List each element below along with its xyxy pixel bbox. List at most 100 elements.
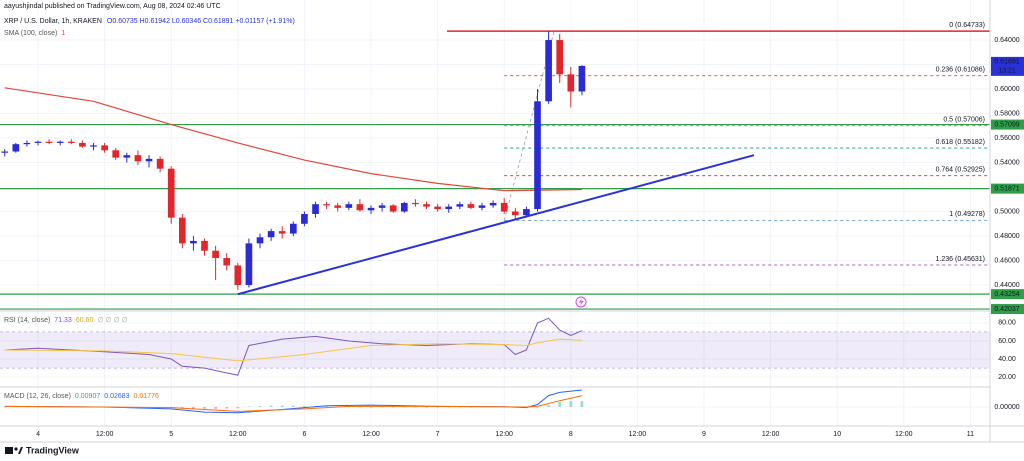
candle-body (489, 202, 497, 206)
y-tick-label: 0.48000 (994, 233, 1019, 240)
x-tick-label: 12:00 (895, 431, 913, 438)
histogram-bar (458, 406, 462, 408)
candle-body (223, 258, 231, 266)
last-price-label: 0.61891 (994, 59, 1019, 66)
rsi-value: 71.33 (54, 317, 72, 324)
histogram-bar (47, 407, 51, 408)
histogram-bar (425, 407, 428, 408)
fib-label: 0 (0.64733) (949, 22, 985, 29)
histogram-bar (391, 406, 395, 408)
x-tick-label: 12:00 (96, 431, 114, 438)
x-tick-label: 12:00 (362, 431, 380, 438)
histogram-bar (14, 406, 18, 408)
candle-body (345, 204, 353, 208)
candle-body (45, 141, 53, 143)
fib-label: 0.618 (0.55182) (936, 139, 985, 146)
sma-name: SMA (100, close) (4, 30, 57, 37)
price-box (991, 183, 1024, 194)
histogram-bar (247, 406, 251, 407)
signal-value: 0.01776 (134, 393, 159, 400)
x-tick-label: 9 (702, 431, 706, 438)
candle-body (445, 206, 453, 210)
rsi-legend: RSI (14, close) 71.33 60.60 ∅ ∅ ∅ ∅ (4, 317, 128, 324)
y-tick-label: 80.00 (998, 320, 1016, 327)
rsi-ma-value: 60.60 (76, 317, 94, 324)
candle-body (245, 243, 253, 286)
candle-body (289, 223, 297, 234)
macd-title: MACD (12, 26, close) (4, 393, 71, 400)
macd-value: 0.02683 (104, 393, 129, 400)
y-tick-label: 60.00 (998, 338, 1016, 345)
price-box-label: 0.43254 (994, 291, 1019, 298)
candle-body (112, 150, 120, 158)
histogram-bar (469, 407, 473, 408)
candle-body (478, 205, 486, 208)
histogram-bar (325, 406, 329, 407)
y-tick-label: 0.00000 (994, 404, 1019, 411)
histogram-bar (236, 407, 240, 409)
candle-body (234, 265, 242, 286)
y-tick-label: 0.56000 (994, 135, 1019, 142)
y-tick-label: 0.46000 (994, 257, 1019, 264)
x-tick-label: 12:00 (762, 431, 780, 438)
brand: TradingView (26, 445, 80, 455)
candle-body (190, 240, 197, 244)
candle-body (556, 40, 564, 75)
candle-body (400, 202, 408, 212)
histogram-bar (436, 407, 440, 408)
candle-body (90, 145, 97, 147)
histogram-bar (258, 406, 262, 407)
candle-body (178, 217, 186, 244)
sma-line (4, 87, 582, 192)
y-tick-label: 0.50000 (994, 208, 1019, 215)
candle-body (467, 204, 475, 208)
price-box (991, 289, 1024, 300)
candle-body (301, 213, 308, 224)
candle-body (123, 155, 131, 158)
histogram-bar (347, 406, 351, 408)
candle-body (23, 142, 31, 145)
hist-value: 0.00907 (75, 393, 100, 400)
histogram-bar (569, 401, 573, 407)
candle-body (56, 141, 64, 143)
histogram-bar (280, 405, 284, 407)
candle-body (145, 158, 153, 162)
histogram-bar (558, 401, 562, 407)
y-tick-label: 0.54000 (994, 159, 1019, 166)
candle-body (334, 205, 342, 208)
alert-icon (575, 296, 587, 308)
candle-body (367, 207, 375, 211)
candle-body (312, 204, 319, 214)
y-tick-label: 0.58000 (994, 110, 1019, 117)
candle-body (1, 151, 9, 153)
histogram-bar (369, 407, 373, 408)
histogram-bar (225, 407, 229, 409)
candle-body (79, 142, 86, 147)
rsi-band (0, 331, 990, 369)
y-tick-label: 20.00 (998, 374, 1016, 381)
candle-body (356, 204, 364, 211)
candle-body (523, 209, 530, 216)
candle-body (412, 202, 419, 205)
candle-body (500, 202, 508, 212)
sma-value: 1 (61, 30, 65, 37)
histogram-bar (536, 407, 539, 408)
indicator-line (4, 395, 583, 412)
histogram-bar (269, 405, 273, 407)
candle-body (34, 141, 42, 143)
candle-body (156, 158, 164, 169)
x-tick-label: 12:00 (229, 431, 247, 438)
candle-body (423, 204, 430, 207)
x-tick-label: 11 (967, 431, 974, 438)
candle-body (201, 240, 208, 251)
histogram-bar (3, 407, 7, 408)
price-box-label: 0.57099 (994, 121, 1019, 128)
price-box-label: 0.51871 (994, 185, 1019, 192)
candle-body (212, 250, 219, 259)
candle-body (256, 237, 264, 244)
candle-body (167, 168, 175, 218)
indicator-line (4, 317, 583, 376)
candle-body (12, 144, 20, 152)
